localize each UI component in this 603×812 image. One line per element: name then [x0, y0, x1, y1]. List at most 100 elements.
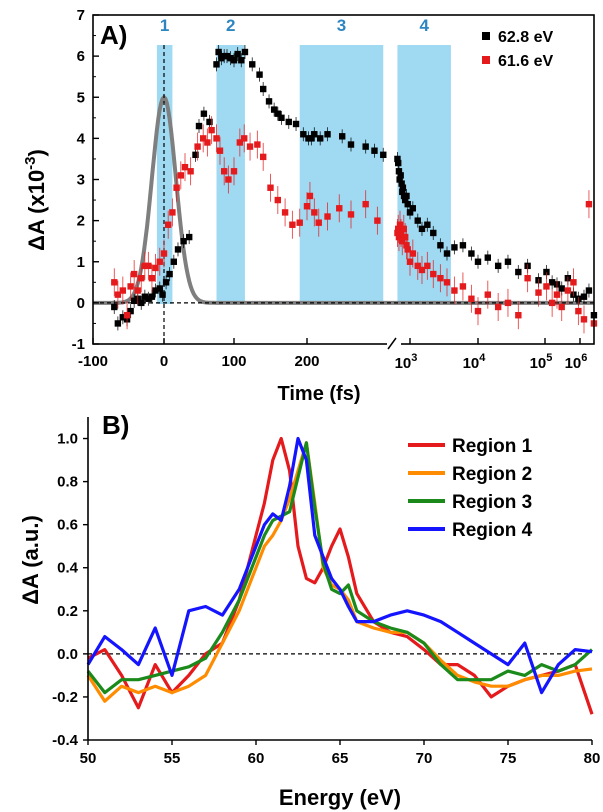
- data-point: [399, 184, 407, 191]
- data-point: [260, 153, 267, 161]
- data-point: [278, 114, 285, 122]
- data-point: [111, 279, 118, 286]
- x-tick-log-label: 106: [565, 352, 588, 372]
- data-point: [200, 110, 208, 117]
- data-point: [241, 48, 249, 56]
- data-point: [254, 141, 261, 148]
- data-point: [443, 250, 451, 257]
- x-tick-label-b: 55: [164, 750, 181, 767]
- data-point: [194, 143, 201, 150]
- data-point: [558, 285, 565, 292]
- y-ticks-a: -1 0 1 2 3 4 5 6 7: [72, 7, 99, 353]
- data-point: [311, 131, 318, 138]
- data-point: [130, 297, 138, 305]
- data-point: [515, 268, 522, 276]
- y-label-exp: -3: [22, 156, 39, 169]
- y-tick-label-b: 0.6: [57, 517, 78, 534]
- data-point: [347, 211, 355, 218]
- data-point: [395, 159, 402, 167]
- region-bands: 1 2 3 4: [156, 16, 451, 304]
- legend-a: 62.8 eV 61.6 eV: [482, 29, 553, 70]
- data-point: [148, 275, 156, 282]
- data-point: [208, 126, 215, 134]
- data-point: [225, 176, 232, 183]
- data-point: [238, 57, 245, 64]
- data-point: [174, 246, 182, 253]
- data-point: [396, 221, 404, 228]
- data-point: [281, 209, 289, 216]
- data-point: [160, 250, 168, 257]
- data-point: [138, 275, 145, 282]
- legend-label-region-4: Region 4: [452, 520, 533, 541]
- data-point: [543, 283, 550, 290]
- data-point: [162, 279, 170, 286]
- data-point: [398, 180, 405, 187]
- region-band-4: [397, 45, 451, 304]
- data-point: [311, 209, 318, 216]
- data-point: [114, 291, 122, 298]
- data-point: [535, 289, 542, 296]
- data-point: [394, 155, 401, 163]
- irf-gaussian: [93, 94, 594, 305]
- region-number-2: 2: [226, 16, 235, 35]
- axis-break-gap: [387, 338, 401, 350]
- y-tick-label: 3: [77, 172, 85, 189]
- data-point: [548, 279, 556, 286]
- data-point: [374, 217, 381, 224]
- data-point: [397, 229, 405, 237]
- data-point: [156, 258, 163, 265]
- data-point: [451, 287, 458, 294]
- data-point: [585, 200, 593, 208]
- data-point: [119, 314, 127, 321]
- y-tick-label-b: -0.4: [52, 732, 79, 749]
- data-point: [274, 196, 281, 204]
- data-point: [494, 262, 502, 270]
- data-point: [145, 262, 152, 270]
- data-point: [395, 225, 402, 233]
- panel-label-a: A): [100, 20, 127, 50]
- data-point: [474, 258, 482, 265]
- data-point: [274, 110, 281, 117]
- data-point: [570, 279, 577, 286]
- data-point: [306, 192, 314, 200]
- data-point: [216, 147, 224, 154]
- data-point: [159, 291, 166, 298]
- y-tick-label: -1: [72, 336, 85, 353]
- data-point: [504, 258, 512, 265]
- x-tick-label-b: 75: [500, 750, 517, 767]
- data-point: [246, 143, 254, 150]
- y-ticks-b: -0.4 -0.2 0.0 0.2 0.4 0.6 0.8 1.0: [52, 431, 88, 749]
- data-point: [119, 287, 127, 294]
- data-point: [187, 168, 194, 175]
- y-tick-label: 6: [77, 48, 85, 65]
- y-axis-label-b: ΔA (a.u.): [18, 515, 43, 605]
- data-point: [289, 221, 296, 228]
- y-tick-label-b: 1.0: [57, 431, 78, 448]
- data-point: [403, 242, 410, 249]
- data-point: [204, 139, 211, 146]
- data-point: [134, 287, 141, 294]
- data-point: [324, 213, 331, 220]
- legend-label-region-2: Region 2: [452, 464, 532, 485]
- data-point: [403, 192, 410, 200]
- data-point: [315, 219, 322, 226]
- data-point: [170, 258, 177, 265]
- region-number-3: 3: [337, 16, 346, 35]
- data-point: [395, 168, 403, 175]
- data-point: [347, 141, 355, 148]
- data-point: [186, 233, 193, 241]
- legend-label: 62.8 eV: [498, 29, 553, 46]
- data-point: [141, 262, 149, 270]
- data-point: [564, 287, 572, 294]
- legend-label-region-1: Region 1: [452, 436, 533, 457]
- data-point: [221, 168, 228, 175]
- axis-break-mark: [387, 337, 397, 350]
- data-point: [484, 291, 491, 298]
- data-point: [401, 196, 409, 204]
- legend-label-region-3: Region 3: [452, 492, 532, 513]
- data-point: [173, 184, 180, 191]
- data-point: [548, 299, 556, 307]
- data-point: [504, 299, 512, 307]
- y-tick-label-b: 0.4: [57, 560, 79, 577]
